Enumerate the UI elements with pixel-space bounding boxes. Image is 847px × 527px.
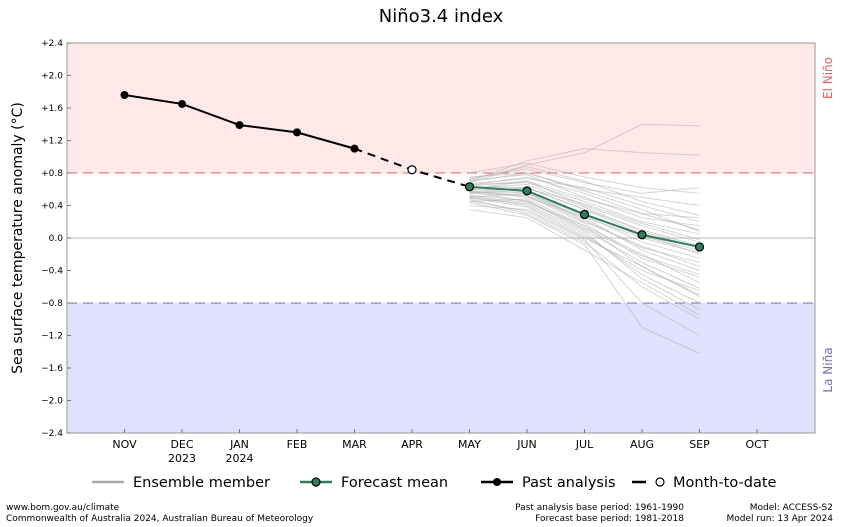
y-tick-label: +2.4: [41, 39, 63, 49]
y-tick-label: −1.2: [41, 332, 63, 342]
ensemble-member-line: [469, 194, 700, 276]
y-tick-label: +1.2: [41, 137, 63, 147]
footer-model-run: Model run: 13 Apr 2024: [726, 514, 833, 524]
month-to-date-point: [407, 165, 417, 175]
ensemble-member-line: [469, 178, 700, 223]
y-tick-label: +1.6: [41, 104, 63, 114]
x-tick-label: JAN: [229, 438, 249, 451]
ensemble-member-line: [469, 192, 700, 278]
ensemble-member-line: [469, 197, 700, 310]
footer-model-info: Model: ACCESS-S2 Model run: 13 Apr 2024: [700, 503, 833, 525]
el-nino-region: [67, 43, 815, 173]
y-axis-label: Sea surface temperature anomaly (°C): [10, 102, 26, 374]
footer-website: www.bom.gov.au/climate: [6, 503, 120, 513]
ensemble-member-line: [469, 180, 700, 219]
y-tick-label: +2.0: [41, 72, 63, 82]
legend-label: Month-to-date: [673, 475, 777, 491]
footer-forecast-base: Forecast base period: 1981-2018: [535, 514, 684, 524]
x-year-label: 2023: [168, 452, 196, 465]
ensemble-member-line: [469, 183, 700, 249]
ensemble-member-line: [469, 196, 700, 292]
x-tick-label: DEC: [170, 438, 193, 451]
forecast-mean-point: [579, 209, 590, 220]
y-tick-label: −0.8: [41, 299, 63, 309]
x-tick-label: NOV: [112, 438, 137, 451]
x-tick-label: MAR: [342, 438, 367, 451]
ensemble-member-line: [469, 201, 700, 354]
ensemble-member-line: [469, 172, 700, 232]
y-tick-label: 0.0: [49, 234, 64, 244]
ensemble-member-line: [469, 186, 700, 247]
x-tick-label: MAY: [458, 438, 481, 451]
footer-past-base: Past analysis base period: 1961-1990: [515, 503, 684, 513]
legend-past-marker: [493, 478, 501, 486]
ensemble-member-line: [469, 174, 700, 227]
legend-item: Past analysis: [481, 475, 616, 491]
forecast-mean-point: [694, 242, 705, 252]
ensemble-member-line: [469, 172, 700, 206]
legend-item: Ensemble member: [92, 475, 270, 491]
x-tick-label: FEB: [287, 438, 308, 451]
past-analysis-point: [178, 99, 186, 108]
ensemble-member-line: [469, 162, 700, 194]
ensemble-member-line: [469, 148, 700, 182]
chart-title: Niño3.4 index: [379, 6, 504, 27]
ensemble-member-line: [469, 198, 700, 320]
y-tick-label: +0.8: [41, 169, 63, 179]
footer-model: Model: ACCESS-S2: [749, 503, 833, 513]
forecast-mean-point: [464, 182, 475, 192]
past-analysis-point: [120, 91, 129, 99]
footer-left: www.bom.gov.au/climate Commonwealth of A…: [6, 503, 313, 525]
past-analysis-point: [293, 128, 301, 137]
x-tick-label: JUL: [575, 438, 594, 451]
forecast-mean-point: [522, 186, 532, 196]
footer-copyright: Commonwealth of Australia 2024, Australi…: [6, 514, 314, 524]
footer-base-periods: Past analysis base period: 1961-1990 For…: [497, 503, 684, 525]
x-tick-label: APR: [401, 438, 423, 451]
la-nina-region: [67, 303, 815, 433]
ensemble-member-line: [469, 191, 700, 289]
ensemble-member-line: [469, 191, 700, 263]
legend-item: Forecast mean: [300, 475, 448, 491]
y-tick-label: −1.6: [41, 364, 63, 374]
y-tick-label: +0.4: [41, 202, 63, 212]
x-tick-label: OCT: [745, 438, 768, 451]
legend-mtd-marker: [655, 477, 665, 487]
ensemble-member-line: [469, 196, 700, 297]
past-analysis-point: [350, 144, 359, 153]
forecast-mean-point: [637, 230, 647, 240]
ensemble-member-line: [469, 168, 700, 194]
legend-label: Past analysis: [522, 475, 616, 491]
x-tick-label: SEP: [689, 438, 710, 451]
ensemble-member-line: [469, 209, 700, 316]
ensemble-member-line: [469, 200, 700, 336]
y-tick-label: −0.4: [41, 267, 63, 277]
ensemble-member-line: [469, 123, 700, 184]
y-tick-label: −2.0: [41, 397, 63, 407]
ensemble-member-line: [469, 180, 700, 243]
legend-item: Month-to-date: [632, 475, 777, 491]
el-nino-label: El Niño: [821, 57, 835, 99]
y-tick-label: −2.4: [41, 429, 63, 439]
past-analysis-point: [235, 121, 244, 130]
legend-label: Ensemble member: [133, 475, 270, 491]
x-year-label: 2024: [226, 452, 254, 465]
ensemble-member-line: [469, 182, 700, 235]
legend-label: Forecast mean: [341, 475, 448, 491]
legend-forecast-marker: [311, 477, 321, 487]
la-nina-label: La Niña: [821, 347, 835, 392]
x-tick-label: JUN: [516, 438, 537, 451]
ensemble-member-line: [469, 176, 700, 231]
x-tick-label: AUG: [630, 438, 654, 451]
